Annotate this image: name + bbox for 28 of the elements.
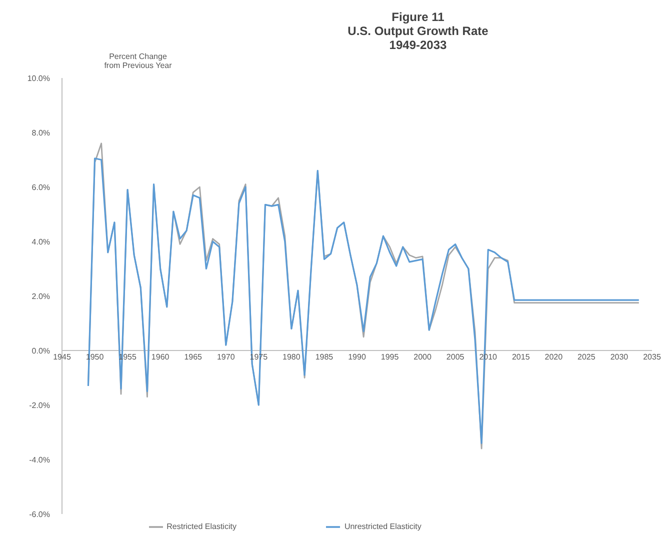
y-tick-label: 10.0%: [27, 74, 50, 83]
x-tick-label: 1960: [151, 352, 170, 362]
x-tick-label: 2000: [414, 352, 432, 362]
y-tick-label: -6.0%: [29, 510, 50, 519]
x-tick-label: 2005: [446, 352, 465, 362]
x-tick-label: 2015: [512, 352, 530, 362]
y-tick-label: 4.0%: [32, 237, 50, 246]
legend-label: Unrestricted Elasticity: [344, 522, 422, 532]
x-tick-label: 1970: [216, 352, 236, 362]
y-tick-label: 8.0%: [32, 128, 50, 138]
y-tick-label: -4.0%: [29, 455, 50, 464]
x-tick-label: 2030: [610, 352, 629, 362]
chart-title: Figure 11 U.S. Output Growth Rate 1949-2033: [346, 10, 490, 52]
y-tick-label: 6.0%: [32, 182, 50, 192]
x-tick-label: 1990: [348, 352, 366, 362]
y-tick-label: -2.0%: [29, 400, 50, 410]
legend-label: Restricted Elasticity: [166, 522, 236, 532]
x-tick-label: 2020: [544, 352, 564, 362]
x-tick-label: 1945: [53, 352, 72, 362]
y-tick-label: 2.0%: [32, 292, 50, 301]
x-tick-label: 2025: [578, 352, 596, 362]
x-tick-label: 1995: [380, 352, 400, 362]
x-tick-label: 1965: [184, 352, 203, 362]
x-tick-label: 2035: [643, 352, 662, 362]
y-tick-label: 0.0%: [32, 346, 50, 356]
x-tick-label: 1985: [315, 352, 334, 362]
y-axis-title: Percent Change from Previous Year: [103, 52, 173, 70]
x-tick-label: 1980: [282, 352, 301, 362]
